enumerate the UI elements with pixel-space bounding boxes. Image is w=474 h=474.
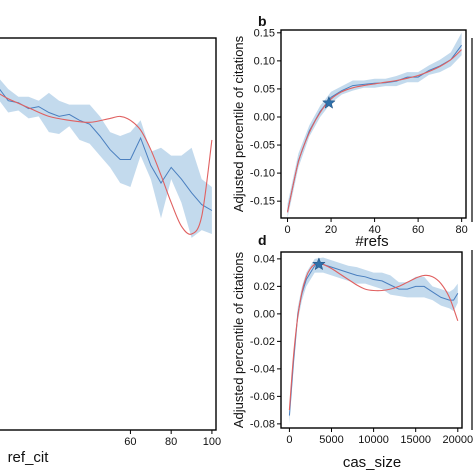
panel-a-frame (0, 37, 217, 431)
panel-d-y-label: Adjusted percentile of citations (231, 251, 246, 428)
panel-b-y-ticks: -0.15 -0.10 -0.05 0.00 0.05 0.10 0.15 (250, 27, 281, 208)
panel-d-y-tick-label: 0.00 (254, 308, 275, 320)
panel-b: b 0 20 40 60 80 -0.15 -0.10 -0.05 0.00 0.05 0.10 0… (231, 13, 468, 250)
panel-a-fit-curve (0, 93, 213, 235)
panel-b-x-label: #refs (355, 233, 388, 250)
panel-a-confidence-band (0, 79, 212, 238)
panel-b-y-tick-label: 0.10 (254, 55, 275, 67)
panel-a-x-tick-label: 80 (165, 436, 177, 448)
panel-d-y-tick-label: -0.08 (250, 418, 275, 430)
panel-d-y-ticks: -0.08 -0.06 -0.04 -0.02 0.00 0.02 0.04 (250, 253, 281, 430)
panel-b-confidence-band (287, 32, 462, 218)
panel-d-y-tick-label: 0.02 (254, 281, 275, 293)
panel-d-y-tick-label: 0.04 (254, 253, 275, 265)
panel-b-y-tick-label: 0.00 (254, 111, 275, 123)
panel-d-x-tick-label: 5000 (319, 434, 343, 446)
panel-b-optimum-star (322, 95, 336, 109)
panel-d-mean-line (288, 263, 459, 416)
panel-d-x-tick-label: 0 (286, 434, 292, 446)
panel-d-frame (280, 251, 463, 429)
panel-b-frame (280, 29, 467, 219)
panel-a: 60 80 100 ref_cit (0, 37, 221, 466)
panel-d-y-tick-label: -0.02 (250, 336, 275, 348)
panel-d-fit-curve (288, 262, 459, 411)
panel-b-x-tick-label: 20 (325, 224, 337, 236)
panel-b-y-tick-label: 0.05 (254, 83, 275, 95)
panel-d-x-tick-label: 15000 (400, 434, 431, 446)
panel-d: d 0 5000 10000 15000 20000 -0.08-0.06-0.04-0… (231, 232, 473, 471)
panel-a-x-label: ref_cit (8, 449, 50, 466)
panel-a-x-tick-label: 60 (124, 436, 136, 448)
panel-d-x-tick-label: 10000 (358, 434, 389, 446)
panel-b-x-tick-label: 40 (368, 224, 380, 236)
panel-d-optimum-star (312, 257, 326, 271)
panel-d-x-tick-label: 20000 (442, 434, 473, 446)
panel-b-fit-curve (286, 49, 462, 213)
panel-a-x-tick-label: 100 (203, 436, 221, 448)
panel-d-letter: d (258, 232, 267, 248)
panel-b-letter: b (258, 13, 267, 29)
panel-d-x-label: cas_size (343, 454, 401, 471)
panel-b-y-tick-label: 0.15 (254, 27, 275, 39)
panel-d-plot-area (288, 257, 459, 424)
panel-d-y-tick-label: -0.04 (250, 363, 275, 375)
panel-b-plot-area (286, 32, 463, 218)
panel-d-y-tick-label: -0.06 (250, 391, 275, 403)
panel-a-mean-line (0, 88, 213, 211)
panel-d-x-ticks: 0 5000 10000 15000 20000 (286, 428, 473, 446)
panel-b-x-tick-label: 60 (412, 224, 424, 236)
panel-b-x-ticks: 0 20 40 60 80 (284, 218, 468, 236)
panel-b-y-tick-label: -0.15 (250, 196, 275, 208)
panel-b-x-tick-label: 0 (284, 224, 290, 236)
panel-b-y-label: Adjusted percentile of citations (231, 35, 246, 212)
panel-d-confidence-band (289, 257, 458, 424)
panel-b-y-tick-label: -0.05 (250, 140, 275, 152)
panel-a-x-ticks: 60 80 100 (124, 430, 221, 448)
panel-b-x-tick-label: 80 (456, 224, 468, 236)
panel-b-y-tick-label: -0.10 (250, 168, 275, 180)
panel-a-plot-area (0, 79, 213, 238)
